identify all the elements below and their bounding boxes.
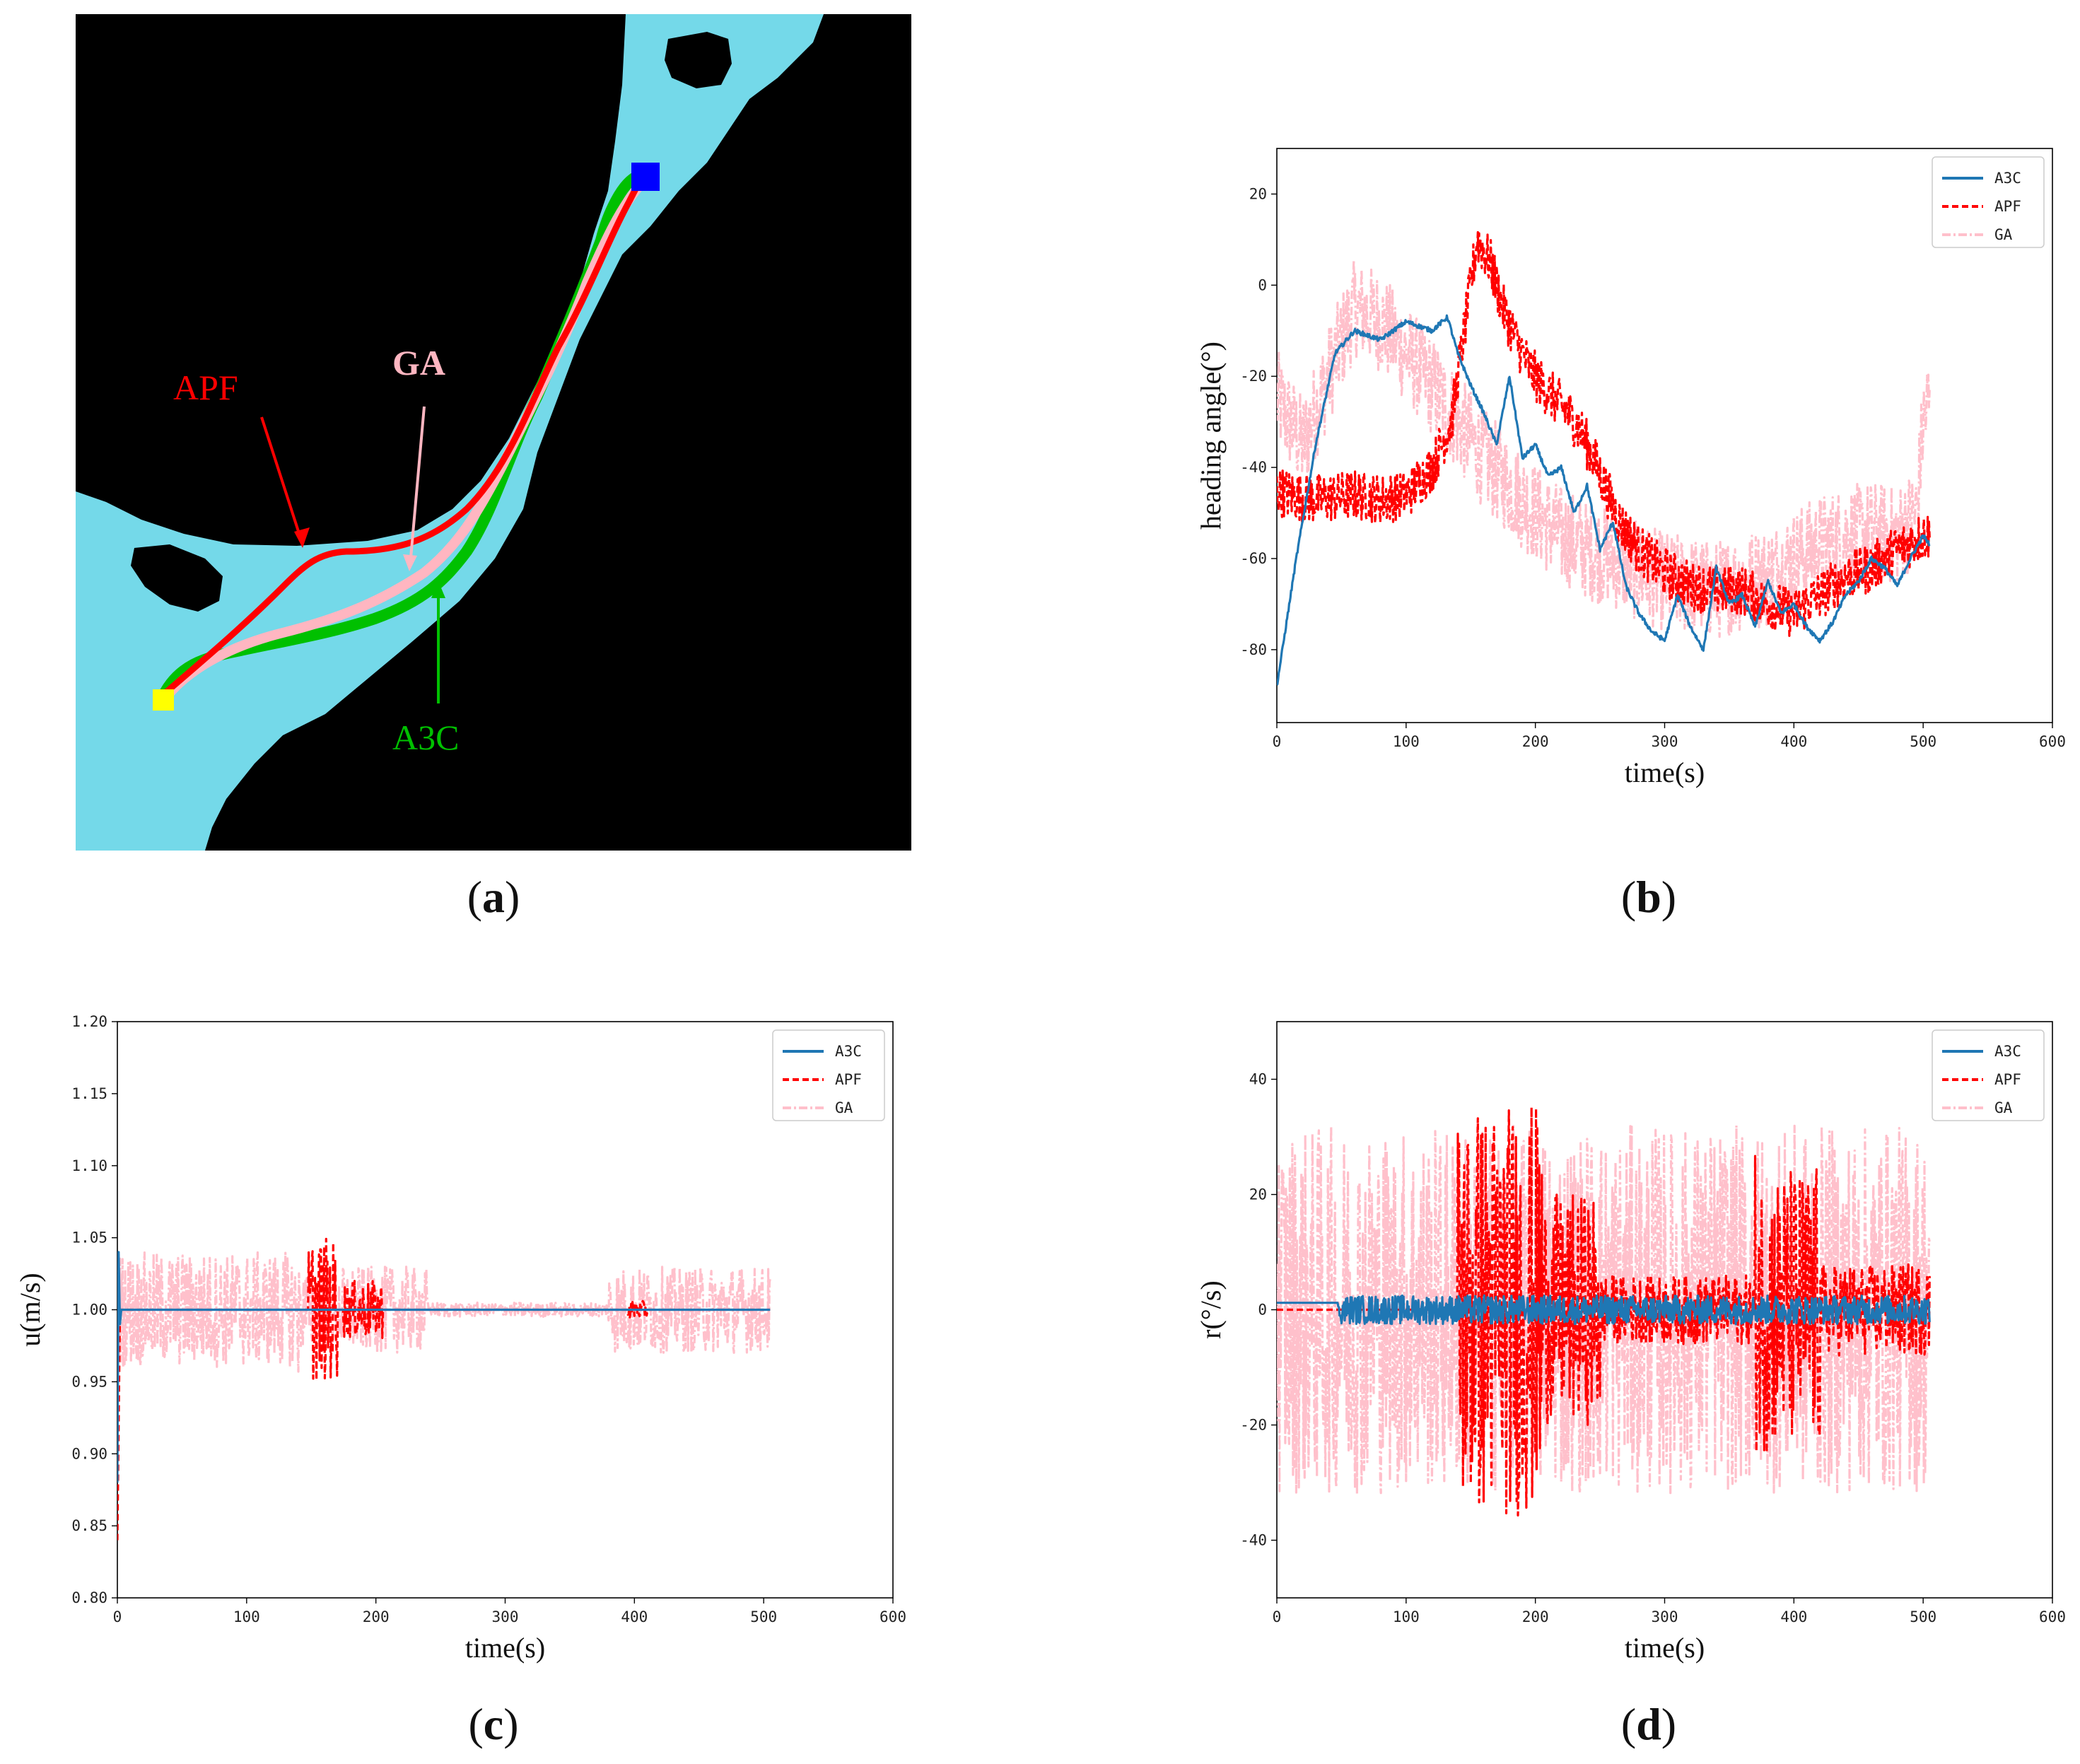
- y-tick-label: 40: [1249, 1071, 1267, 1088]
- y-tick-label: -40: [1240, 1532, 1267, 1549]
- map-arrowhead-apf: [294, 527, 310, 548]
- legend: A3C APF GA: [1932, 1029, 2045, 1121]
- map-label-apf: APF: [173, 368, 238, 407]
- map-land-bank: [580, 184, 601, 212]
- x-axis-label: time(s): [1625, 757, 1705, 788]
- y-tick-label: 0.85: [71, 1517, 107, 1534]
- legend-label-a3c: A3C: [835, 1043, 862, 1060]
- x-tick-label: 300: [1652, 733, 1678, 750]
- svg-text:(b): (b): [1621, 872, 1676, 922]
- y-tick-label: -20: [1240, 1417, 1267, 1434]
- x-axis-label: time(s): [465, 1632, 545, 1664]
- x-tick-label: 300: [1652, 1608, 1678, 1625]
- x-tick-label: 200: [1522, 733, 1549, 750]
- map-path-ga: [156, 173, 652, 708]
- y-tick-label: 1.10: [71, 1157, 107, 1174]
- y-axis-label: r(°/s): [1195, 1280, 1227, 1339]
- chart-c-surge-velocity: 0 100 200 300 400 500 600 0.80 0.85 0.90 0.95 1.00 1…: [14, 1013, 906, 1664]
- map-island-left: [131, 544, 223, 612]
- x-tick-label: 0: [1273, 733, 1282, 750]
- map-arrowhead-a3c: [431, 581, 445, 598]
- legend-label-apf: APF: [835, 1071, 862, 1088]
- y-tick-label: -80: [1240, 641, 1267, 658]
- series-group: [1277, 230, 1931, 686]
- y-tick-label: 0.80: [71, 1589, 107, 1606]
- series-line-a3c: [1277, 314, 1931, 686]
- map-island-upper: [665, 32, 732, 88]
- map-arrow-ga: [409, 406, 426, 566]
- series-line-apf: [1277, 1106, 1931, 1517]
- x-axis-label: time(s): [1625, 1632, 1705, 1664]
- legend-label-a3c: A3C: [1994, 1043, 2021, 1060]
- x-tick-label: 400: [1780, 1608, 1807, 1625]
- legend-label-apf: APF: [1994, 1071, 2021, 1088]
- y-tick-label: 0.95: [71, 1373, 107, 1390]
- panel-a-map: APF GA A3C: [76, 14, 911, 851]
- map-arrow-apf: [260, 416, 304, 545]
- legend-label-ga: GA: [835, 1099, 853, 1116]
- series-line-a3c: [117, 1251, 771, 1483]
- svg-text:(a): (a): [467, 872, 520, 922]
- x-tick-label: 400: [1780, 733, 1807, 750]
- y-tick-label: 1.15: [71, 1085, 107, 1102]
- map-label-a3c: A3C: [392, 718, 459, 757]
- x-tick-label: 600: [2039, 1608, 2066, 1625]
- chart-d-yaw-rate: 0 100 200 300 400 500 600 -40 -20 0 20 40 time(s) r(°…: [1195, 1021, 2066, 1664]
- x-tick-label: 100: [1393, 733, 1420, 750]
- x-tick-label: 400: [621, 1608, 648, 1625]
- map-goal-marker: [631, 163, 660, 191]
- x-tick-label: 500: [1910, 1608, 1936, 1625]
- x-tick-label: 500: [1910, 733, 1936, 750]
- map-path-apf: [158, 173, 648, 700]
- y-axis-label: heading angle(°): [1195, 341, 1227, 530]
- y-tick-label: 20: [1249, 185, 1267, 202]
- y-tick-label: 1.20: [71, 1013, 107, 1030]
- y-tick-label: -20: [1240, 368, 1267, 385]
- x-tick-label: 100: [233, 1608, 260, 1625]
- y-tick-label: -60: [1240, 550, 1267, 567]
- legend: A3C APF GA: [772, 1029, 885, 1121]
- series-group: [1277, 1106, 1931, 1517]
- y-tick-label: 1.00: [71, 1302, 107, 1319]
- y-tick-label: 1.05: [71, 1229, 107, 1246]
- series-line-ga: [1277, 258, 1931, 638]
- svg-text:(d): (d): [1621, 1699, 1676, 1749]
- map-start-marker: [153, 689, 174, 711]
- y-tick-label: 0: [1258, 276, 1267, 293]
- legend-label-apf: APF: [1994, 198, 2021, 215]
- x-tick-label: 300: [492, 1608, 519, 1625]
- legend-label-a3c: A3C: [1994, 170, 2021, 187]
- caption-c: (c): [468, 1699, 518, 1749]
- y-tick-label: -40: [1240, 459, 1267, 476]
- y-tick-label: 0: [1258, 1302, 1267, 1319]
- x-tick-label: 600: [880, 1608, 906, 1625]
- series-line-ga: [117, 1251, 771, 1373]
- caption-d: (d): [1621, 1699, 1676, 1749]
- y-axis-label: u(m/s): [14, 1273, 46, 1346]
- x-tick-label: 100: [1393, 1608, 1420, 1625]
- x-tick-label: 0: [113, 1608, 122, 1625]
- caption-b: (b): [1621, 872, 1676, 922]
- map-arrowhead-ga: [403, 554, 417, 571]
- x-tick-label: 200: [1522, 1608, 1549, 1625]
- map-label-ga: GA: [392, 343, 445, 382]
- series-line-apf: [1277, 230, 1931, 637]
- y-tick-label: 0.90: [71, 1445, 107, 1462]
- chart-b-heading-angle: 0 100 200 300 400 500 600 -80 -60 -40 -20 0 20 time(s…: [1195, 148, 2066, 788]
- x-tick-label: 600: [2039, 733, 2066, 750]
- x-tick-label: 0: [1273, 1608, 1282, 1625]
- y-tick-label: 20: [1249, 1186, 1267, 1203]
- series-line-a3c: [1277, 1294, 1931, 1326]
- svg-text:(c): (c): [468, 1699, 518, 1749]
- x-tick-label: 200: [363, 1608, 390, 1625]
- x-tick-label: 500: [750, 1608, 777, 1625]
- legend-label-ga: GA: [1994, 1099, 2013, 1116]
- series-group: [117, 1237, 771, 1541]
- legend-label-ga: GA: [1994, 226, 2013, 243]
- caption-a: (a): [467, 872, 520, 922]
- legend: A3C APF GA: [1932, 156, 2045, 248]
